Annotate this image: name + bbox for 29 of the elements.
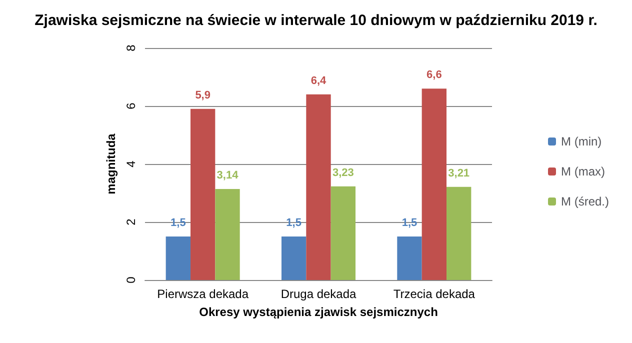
x-tick-label: Pierwsza dekada [157,287,249,301]
x-tick-label: Druga dekada [280,287,357,301]
data-label: 3,23 [332,166,354,179]
data-label: 3,21 [448,167,470,180]
bar [397,236,422,280]
bar [166,236,190,280]
legend-label: M (śred.) [561,194,610,208]
x-axis-title: Okresy wystąpienia zjawisk sejsmicznych [199,305,438,319]
chart-title: Zjawiska sejsmiczne na świecie w interwale 10 dniowym w październiku 2019 r. [34,12,598,29]
y-tick-label: 0 [124,276,138,284]
y-tick-label: 2 [124,218,138,226]
legend-label: M (min) [561,134,602,148]
data-label: 6,6 [426,69,442,82]
data-label: 6,4 [310,74,328,87]
y-tick-label: 4 [124,160,138,168]
bar [306,94,331,280]
bar [190,108,216,280]
y-tick-label: 8 [124,44,138,52]
y-axis-title: magnituda [104,133,118,194]
bar [422,88,447,280]
bar [446,186,472,280]
data-label: 5,9 [195,89,210,102]
bar [330,186,356,280]
y-tick-label: 6 [124,102,138,110]
data-label: 3,14 [216,169,240,182]
x-tick-label: Trzecia dekada [393,287,476,301]
legend-label: M (max) [561,164,605,178]
bar [281,236,306,280]
bar [215,188,240,280]
